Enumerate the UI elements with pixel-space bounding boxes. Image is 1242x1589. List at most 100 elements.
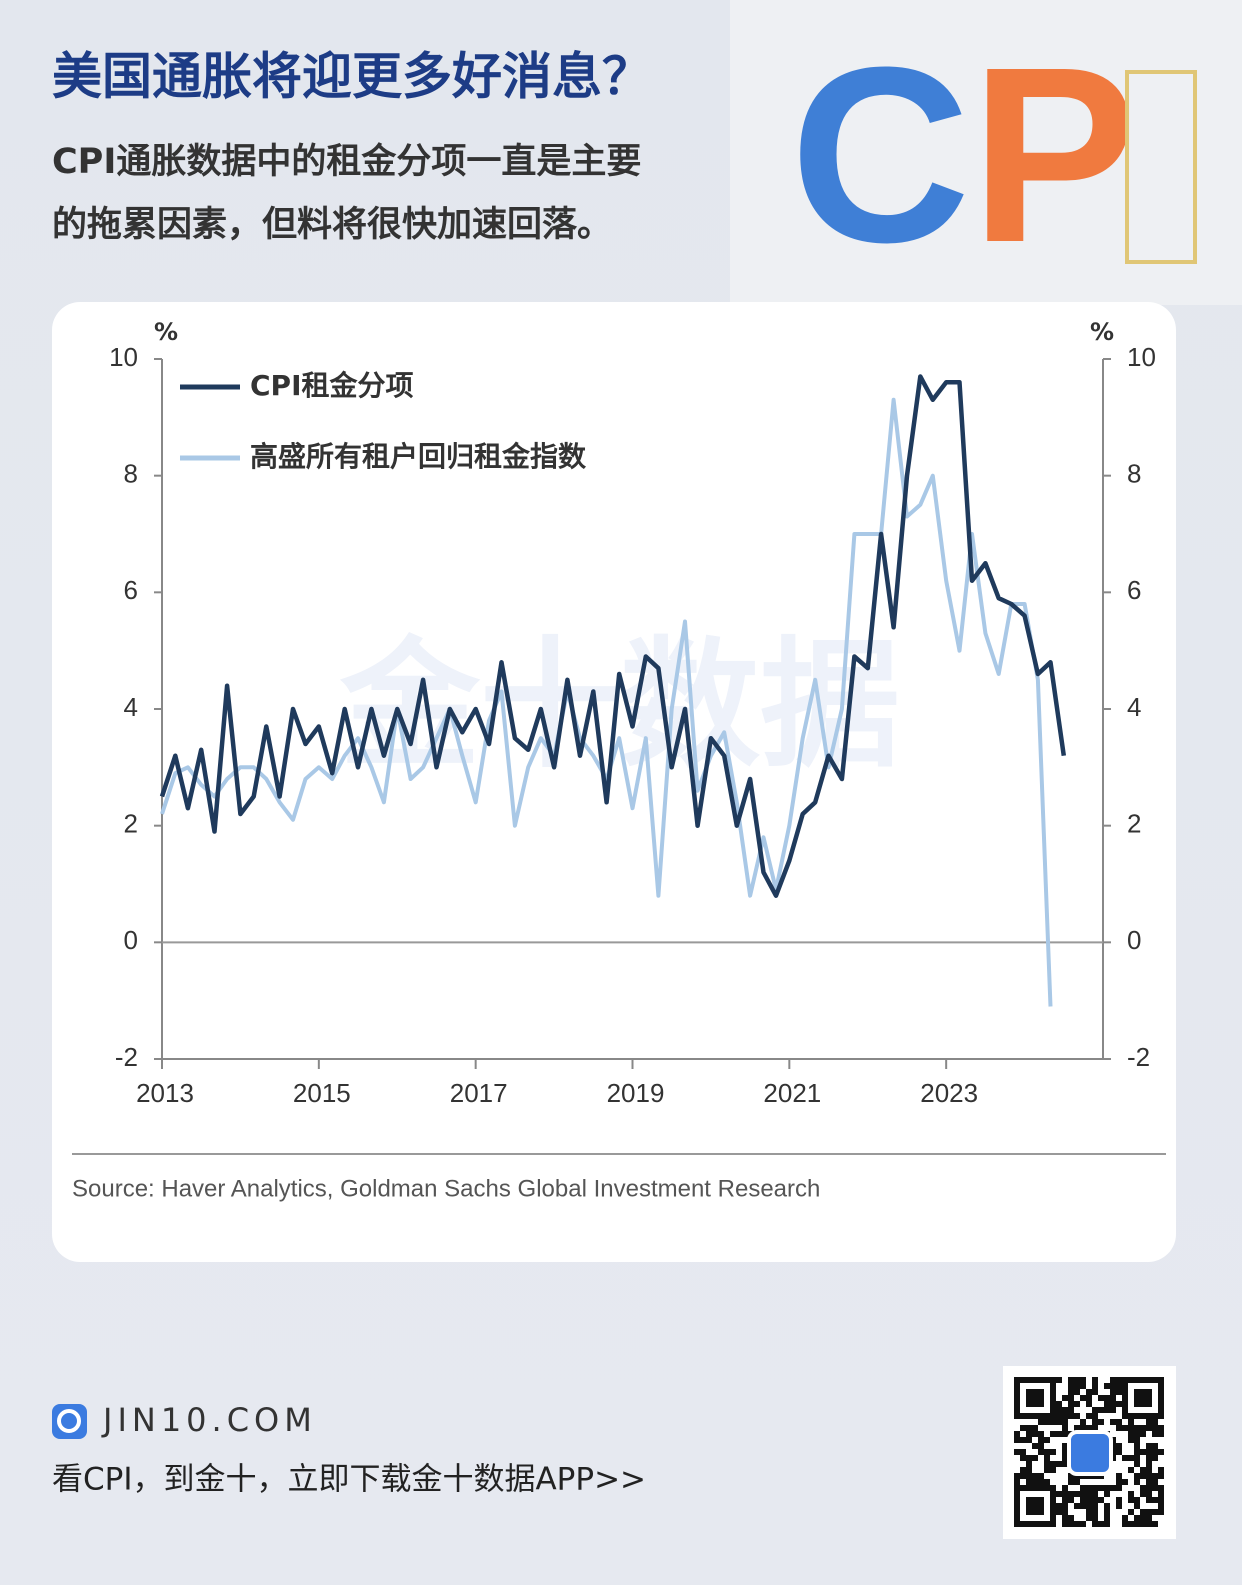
qr-cell bbox=[1026, 1425, 1032, 1431]
qr-cell bbox=[1038, 1479, 1044, 1485]
qr-cell bbox=[1056, 1419, 1062, 1425]
qr-cell bbox=[1014, 1473, 1020, 1479]
title: 美国通胀将迎更多好消息？ bbox=[52, 48, 652, 106]
qr-cell bbox=[1128, 1509, 1134, 1515]
qr-cell bbox=[1122, 1515, 1128, 1521]
qr-cell bbox=[1092, 1419, 1098, 1425]
qr-cell bbox=[1092, 1383, 1098, 1389]
qr-cell bbox=[1068, 1395, 1074, 1401]
cover-text: CP bbox=[790, 15, 1137, 294]
qr-cell bbox=[1128, 1497, 1134, 1503]
qr-cell bbox=[1134, 1449, 1140, 1455]
qr-cell bbox=[1158, 1485, 1164, 1491]
qr-cell bbox=[1062, 1443, 1068, 1449]
qr-cell bbox=[1032, 1443, 1038, 1449]
qr-cell bbox=[1116, 1473, 1122, 1479]
qr-cell bbox=[1134, 1437, 1140, 1443]
qr-cell bbox=[1086, 1497, 1092, 1503]
logo-mark bbox=[57, 1409, 81, 1433]
qr-cell bbox=[1062, 1413, 1068, 1419]
y2-tick-label: 4 bbox=[1127, 692, 1141, 722]
qr-cell bbox=[1146, 1449, 1152, 1455]
qr-cell bbox=[1068, 1413, 1074, 1419]
qr-cell bbox=[1134, 1521, 1140, 1527]
qr-cell bbox=[1044, 1419, 1050, 1425]
qr-cell bbox=[1074, 1401, 1080, 1407]
qr-cell bbox=[1110, 1485, 1116, 1491]
subtitle: 的拖累因素，但料将很快加速回落。 bbox=[52, 205, 612, 245]
qr-finder bbox=[1014, 1377, 1056, 1419]
qr-cell bbox=[1110, 1377, 1116, 1383]
qr-cell bbox=[1152, 1521, 1158, 1527]
qr-cell bbox=[1128, 1521, 1134, 1527]
qr-cell bbox=[1152, 1497, 1158, 1503]
qr-cell bbox=[1146, 1473, 1152, 1479]
qr-cell bbox=[1116, 1449, 1122, 1455]
qr-cell bbox=[1116, 1377, 1122, 1383]
y-unit: % bbox=[154, 318, 178, 346]
qr-cell bbox=[1080, 1485, 1086, 1491]
qr-cell bbox=[1104, 1401, 1110, 1407]
qr-cell bbox=[1080, 1425, 1086, 1431]
qr-cell bbox=[1152, 1485, 1158, 1491]
y2-tick-label: 6 bbox=[1127, 575, 1141, 605]
qr-cell bbox=[1062, 1509, 1068, 1515]
qr-cell bbox=[1098, 1497, 1104, 1503]
qr-cell bbox=[1038, 1473, 1044, 1479]
qr-cell bbox=[1110, 1395, 1116, 1401]
qr-finder bbox=[1134, 1389, 1152, 1407]
qr-cell bbox=[1110, 1383, 1116, 1389]
qr-cell bbox=[1050, 1419, 1056, 1425]
qr-cell bbox=[1050, 1431, 1056, 1437]
qr-cell bbox=[1026, 1473, 1032, 1479]
qr-cell bbox=[1068, 1521, 1074, 1527]
qr-cell bbox=[1152, 1473, 1158, 1479]
qr-cell bbox=[1068, 1515, 1074, 1521]
qr-cell bbox=[1068, 1491, 1074, 1497]
qr-cell bbox=[1062, 1419, 1068, 1425]
qr-cell bbox=[1086, 1509, 1092, 1515]
qr-cell bbox=[1152, 1509, 1158, 1515]
qr-cell bbox=[1014, 1431, 1020, 1437]
qr-cell bbox=[1044, 1455, 1050, 1461]
y-tick-label: -2 bbox=[115, 1042, 138, 1072]
qr-cell bbox=[1116, 1497, 1122, 1503]
qr-cell bbox=[1128, 1455, 1134, 1461]
qr-cell bbox=[1032, 1431, 1038, 1437]
qr-cell bbox=[1092, 1407, 1098, 1413]
qr-cell bbox=[1020, 1437, 1026, 1443]
qr-cell bbox=[1032, 1425, 1038, 1431]
qr-cell bbox=[1080, 1419, 1086, 1425]
qr-cell bbox=[1128, 1419, 1134, 1425]
y-tick-label: 2 bbox=[124, 809, 138, 839]
qr-cell bbox=[1134, 1503, 1140, 1509]
qr-cell bbox=[1044, 1449, 1050, 1455]
qr-cell bbox=[1026, 1467, 1032, 1473]
qr-cell bbox=[1086, 1401, 1092, 1407]
x-tick-label: 2015 bbox=[293, 1078, 351, 1108]
qr-cell bbox=[1098, 1485, 1104, 1491]
qr-cell bbox=[1062, 1497, 1068, 1503]
qr-cell bbox=[1086, 1425, 1092, 1431]
source: Source: Haver Analytics, Goldman Sachs G… bbox=[72, 1175, 820, 1202]
qr-cell bbox=[1134, 1473, 1140, 1479]
qr-cell bbox=[1134, 1443, 1140, 1449]
qr-cell bbox=[1038, 1449, 1044, 1455]
qr-cell bbox=[1116, 1401, 1122, 1407]
qr-cell bbox=[1134, 1425, 1140, 1431]
qr-cell bbox=[1140, 1425, 1146, 1431]
x-tick-label: 2019 bbox=[607, 1078, 665, 1108]
qr-cell bbox=[1068, 1497, 1074, 1503]
qr-cell bbox=[1086, 1485, 1092, 1491]
qr-cell bbox=[1044, 1467, 1050, 1473]
x-tick-label: 2023 bbox=[920, 1078, 978, 1108]
abacus bbox=[1125, 70, 1197, 264]
qr-cell bbox=[1056, 1401, 1062, 1407]
cta: 看CPI，到金十，立即下载金十数据APP>> bbox=[52, 1462, 646, 1498]
qr-cell bbox=[1140, 1521, 1146, 1527]
qr-cell bbox=[1128, 1425, 1134, 1431]
qr-cell bbox=[1104, 1509, 1110, 1515]
qr-cell bbox=[1014, 1449, 1020, 1455]
qr-cell bbox=[1026, 1479, 1032, 1485]
qr-cell bbox=[1044, 1437, 1050, 1443]
